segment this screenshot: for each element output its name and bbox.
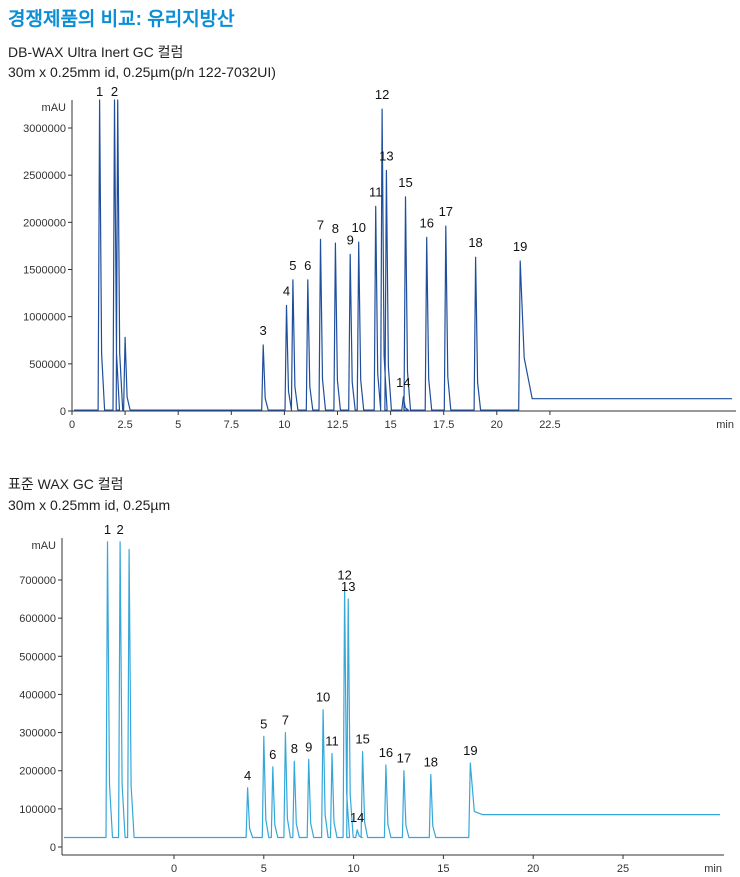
y-tick-label: 300000 [19, 728, 56, 740]
peak-label-6: 6 [304, 258, 311, 273]
x-axis-label: min [704, 863, 722, 875]
peak-label-3: 3 [260, 323, 267, 338]
y-axis-label: mAU [42, 102, 67, 114]
peak-label-5: 5 [260, 716, 267, 731]
y-axis-label: mAU [32, 540, 57, 552]
panel2-column-spec: 30m x 0.25mm id, 0.25µm [8, 497, 171, 513]
peak-label-10: 10 [316, 690, 330, 705]
x-tick-label: 5 [175, 419, 181, 431]
peak-label-12: 12 [375, 87, 389, 102]
chromatogram-trace [64, 541, 720, 839]
peak-label-11: 11 [325, 734, 339, 749]
chromatogram-trace [74, 99, 732, 411]
peak-label-16: 16 [419, 215, 433, 230]
x-tick-label: 10 [347, 863, 359, 875]
x-tick-label: 20 [491, 419, 503, 431]
peak-label-9: 9 [305, 739, 312, 754]
peak-label-7: 7 [317, 217, 324, 232]
panel2-column-name: 표준 WAX GC 컬럼 [8, 476, 124, 492]
peak-label-18: 18 [424, 755, 438, 770]
x-tick-label: 5 [261, 863, 267, 875]
peak-label-17: 17 [439, 204, 453, 219]
x-tick-label: 25 [617, 863, 629, 875]
x-tick-label: 15 [384, 419, 396, 431]
peak-label-15: 15 [398, 175, 412, 190]
peak-label-10: 10 [352, 220, 366, 235]
y-tick-label: 600000 [19, 613, 56, 625]
x-tick-label: 22.5 [539, 419, 560, 431]
peak-label-5: 5 [289, 258, 296, 273]
panel1-column-name: DB-WAX Ultra Inert GC 컬럼 [8, 44, 184, 60]
x-tick-label: 20 [527, 863, 539, 875]
x-tick-label: 0 [171, 863, 177, 875]
y-tick-label: 1500000 [23, 265, 66, 277]
y-tick-label: 500000 [29, 359, 66, 371]
y-tick-label: 0 [60, 406, 66, 418]
y-tick-label: 700000 [19, 575, 56, 587]
peak-label-13: 13 [379, 148, 393, 163]
peak-label-18: 18 [468, 235, 482, 250]
x-tick-label: 7.5 [224, 419, 239, 431]
y-tick-label: 3000000 [23, 123, 66, 135]
y-tick-label: 200000 [19, 766, 56, 778]
peak-label-4: 4 [244, 768, 251, 783]
peak-label-6: 6 [269, 747, 276, 762]
y-tick-label: 1000000 [23, 312, 66, 324]
x-tick-label: 10 [278, 419, 290, 431]
peak-label-2: 2 [117, 522, 124, 537]
peak-label-2: 2 [111, 84, 118, 99]
peak-label-15: 15 [355, 732, 369, 747]
panel1-column-spec: 30m x 0.25mm id, 0.25µm(p/n 122-7032UI) [8, 64, 276, 80]
x-tick-label: 15 [437, 863, 449, 875]
peak-label-12: 12 [337, 568, 351, 583]
x-tick-label: 12.5 [327, 419, 348, 431]
peak-label-1: 1 [96, 84, 103, 99]
peak-label-14: 14 [396, 375, 410, 390]
peak-label-1: 1 [104, 522, 111, 537]
peak-label-11: 11 [369, 184, 383, 199]
y-tick-label: 2000000 [23, 217, 66, 229]
peak-label-4: 4 [283, 283, 290, 298]
peak-label-19: 19 [513, 239, 527, 254]
peak-label-14: 14 [350, 810, 364, 825]
x-tick-label: 2.5 [117, 419, 132, 431]
peak-label-7: 7 [282, 713, 289, 728]
x-axis-label: min [716, 419, 734, 431]
y-tick-label: 2500000 [23, 170, 66, 182]
y-tick-label: 400000 [19, 689, 56, 701]
peak-label-8: 8 [291, 741, 298, 756]
peak-label-19: 19 [463, 743, 477, 758]
peak-label-17: 17 [397, 751, 411, 766]
peak-label-13: 13 [341, 579, 355, 594]
y-tick-label: 0 [50, 842, 56, 854]
x-tick-label: 0 [69, 419, 75, 431]
y-tick-label: 500000 [19, 651, 56, 663]
x-tick-label: 17.5 [433, 419, 454, 431]
peak-label-16: 16 [379, 745, 393, 760]
y-tick-label: 100000 [19, 804, 56, 816]
page-title: 경쟁제품의 비교: 유리지방산 [8, 9, 235, 30]
peak-label-9: 9 [347, 232, 354, 247]
peak-label-8: 8 [332, 221, 339, 236]
